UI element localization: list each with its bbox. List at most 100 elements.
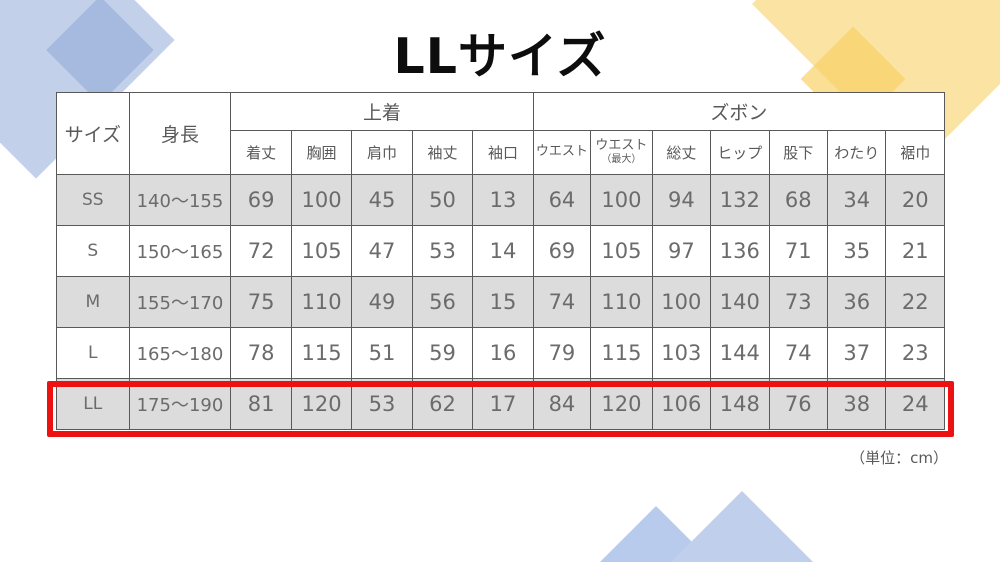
size-table-container: サイズ 身長 上着 ズボン 着丈 胸囲 肩巾 袖丈 袖口 ウエスト ウエスト （最… [56,92,946,430]
cell-jacket-3: 53 [411,225,474,277]
cell-pants-4: 73 [768,276,828,328]
page-title: LLサイズ [393,28,607,85]
cell-jacket-4: 14 [472,225,534,277]
cell-jacket-0: 69 [230,174,292,226]
cell-jacket-4: 16 [472,327,534,379]
cell-jacket-3: 59 [411,327,474,379]
diamond-shape-bottom-large [643,491,841,562]
cell-jacket-2: 51 [351,327,413,379]
cell-jacket-1: 105 [290,225,353,277]
cell-jacket-0: 75 [230,276,292,328]
cell-pants-0: 74 [532,276,592,328]
header-jacket-chest: 胸囲 [290,130,353,175]
cell-pants-2: 94 [651,174,712,226]
cell-pants-2: 103 [651,327,712,379]
header-pants-waist-max: ウエスト （最大） [590,130,653,175]
header-jacket-cuff: 袖口 [472,130,534,175]
header-pants-hip: ヒップ [710,130,770,175]
cell-jacket-1: 115 [290,327,353,379]
cell-pants-6: 23 [885,327,945,379]
header-size: サイズ [56,92,130,175]
header-group-pants: ズボン [532,92,946,131]
table-row: L 165〜180 78 115 51 59 16 79 115 103 144 74 37 23 [56,327,945,379]
cell-jacket-2: 53 [351,378,413,430]
cell-height: 165〜180 [128,327,232,379]
header-jacket-length: 着丈 [230,130,292,175]
cell-jacket-2: 49 [351,276,413,328]
cell-pants-1: 105 [590,225,653,277]
header-pants-waist: ウエスト [532,130,592,175]
cell-pants-5: 36 [826,276,887,328]
cell-pants-4: 76 [768,378,828,430]
header-pants-waist-max-sub: （最大） [601,154,642,166]
size-table: サイズ 身長 上着 ズボン 着丈 胸囲 肩巾 袖丈 袖口 ウエスト ウエスト （最… [56,92,946,430]
cell-pants-6: 22 [885,276,945,328]
cell-pants-5: 38 [826,378,887,430]
header-jacket-shoulder: 肩巾 [351,130,413,175]
cell-pants-1: 115 [590,327,653,379]
cell-pants-3: 136 [710,225,770,277]
cell-pants-3: 144 [710,327,770,379]
cell-size: L [56,327,130,379]
cell-jacket-0: 81 [230,378,292,430]
header-group-jacket: 上着 [230,92,534,131]
cell-size: LL [56,378,130,430]
cell-pants-1: 110 [590,276,653,328]
cell-pants-4: 71 [768,225,828,277]
cell-pants-6: 24 [885,378,945,430]
cell-jacket-4: 13 [472,174,534,226]
cell-pants-0: 69 [532,225,592,277]
cell-pants-4: 74 [768,327,828,379]
cell-jacket-4: 15 [472,276,534,328]
cell-pants-0: 84 [532,378,592,430]
cell-jacket-0: 78 [230,327,292,379]
cell-jacket-1: 110 [290,276,353,328]
cell-pants-0: 64 [532,174,592,226]
cell-pants-3: 148 [710,378,770,430]
cell-pants-5: 35 [826,225,887,277]
cell-height: 140〜155 [128,174,232,226]
cell-size: SS [56,174,130,226]
table-row: SS 140〜155 69 100 45 50 13 64 100 94 132 68 34 20 [56,174,945,226]
cell-pants-2: 100 [651,276,712,328]
cell-jacket-2: 45 [351,174,413,226]
cell-pants-4: 68 [768,174,828,226]
cell-pants-2: 97 [651,225,712,277]
cell-pants-1: 100 [590,174,653,226]
header-jacket-sleeve: 袖丈 [411,130,474,175]
cell-pants-5: 34 [826,174,887,226]
cell-pants-6: 20 [885,174,945,226]
cell-size: S [56,225,130,277]
cell-jacket-1: 120 [290,378,353,430]
header-pants-waist-max-text: ウエスト [595,138,648,154]
unit-footnote: （単位：cm） [850,449,948,467]
table-header: サイズ 身長 上着 ズボン 着丈 胸囲 肩巾 袖丈 袖口 ウエスト ウエスト （最… [56,92,946,175]
cell-jacket-0: 72 [230,225,292,277]
cell-pants-2: 106 [651,378,712,430]
header-pants-hem: 裾巾 [885,130,945,175]
cell-jacket-3: 50 [411,174,474,226]
cell-size: M [56,276,130,328]
table-row: M 155〜170 75 110 49 56 15 74 110 100 140 73 36 22 [56,276,945,328]
header-row-groups: サイズ 身長 上着 ズボン [56,92,946,175]
cell-height: 155〜170 [128,276,232,328]
cell-jacket-4: 17 [472,378,534,430]
header-pants-waist-text: ウエスト [535,144,588,160]
cell-jacket-3: 62 [411,378,474,430]
cell-jacket-2: 47 [351,225,413,277]
table-row: LL 175〜190 81 120 53 62 17 84 120 106 148 76 38 24 [56,378,945,430]
cell-pants-1: 120 [590,378,653,430]
header-pants-inseam: 股下 [768,130,828,175]
cell-height: 150〜165 [128,225,232,277]
diamond-shape-bottom-small [590,505,722,562]
cell-jacket-3: 56 [411,276,474,328]
table-body: SS 140〜155 69 100 45 50 13 64 100 94 132 68 34 20 S 150… [56,174,945,430]
cell-height: 175〜190 [128,378,232,430]
cell-pants-0: 79 [532,327,592,379]
header-pants-total: 総丈 [651,130,712,175]
header-pants-thigh: わたり [826,130,887,175]
cell-pants-6: 21 [885,225,945,277]
cell-pants-3: 140 [710,276,770,328]
cell-jacket-1: 100 [290,174,353,226]
